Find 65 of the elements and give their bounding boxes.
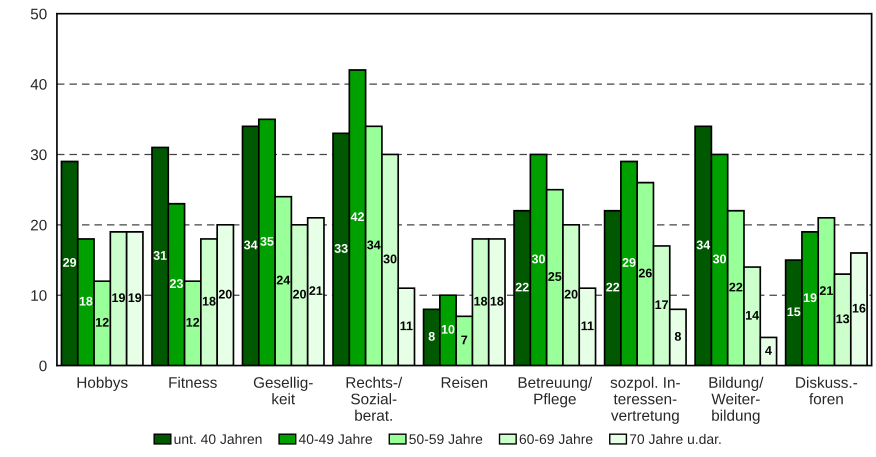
data-label: 11	[582, 322, 594, 330]
y-tick-label: 40	[30, 78, 47, 90]
data-label: 17	[655, 300, 668, 310]
legend-label: 60-69 Jahre	[520, 434, 592, 444]
data-label: 29	[63, 258, 76, 267]
x-tick-label: Hobbys	[78, 376, 128, 391]
y-tick-label: 0	[39, 360, 47, 372]
data-label: 26	[638, 268, 652, 278]
data-label: 14	[746, 310, 760, 320]
data-label: 8	[674, 332, 681, 341]
data-label: 20	[564, 290, 578, 299]
data-label: 30	[532, 254, 545, 264]
x-tick-label: Diskuss.- foren	[796, 376, 858, 404]
x-tick-label: Betreuung/ Pflege	[518, 376, 592, 408]
data-label: 30	[383, 254, 396, 264]
data-label: 22	[729, 282, 742, 292]
data-label: 20	[218, 290, 232, 299]
data-label: 10	[442, 324, 454, 334]
data-label: 19	[112, 293, 125, 302]
y-tick-label: 20	[30, 220, 47, 231]
data-label: 19	[804, 293, 817, 302]
data-label: 13	[836, 314, 850, 324]
legend-label: 40-49 Jahre	[298, 434, 372, 444]
data-label: 21	[309, 286, 322, 295]
y-tick-label: 30	[30, 149, 47, 160]
data-label: 20	[293, 290, 306, 299]
data-label: 15	[788, 307, 800, 316]
data-label: 18	[490, 296, 504, 306]
data-label: 12	[96, 318, 109, 327]
x-tick-label: Rechts-/ Sozial- berat.	[346, 376, 402, 421]
data-label: 22	[516, 282, 529, 292]
data-label: 4	[765, 346, 772, 355]
legend-label: 50-59 Jahre	[409, 434, 482, 444]
data-label: 24	[276, 276, 290, 284]
x-tick-label: sozpol. In- teressen- vertretung	[610, 376, 680, 424]
data-label: 18	[474, 296, 488, 306]
data-label: 42	[350, 212, 364, 222]
legend-label: unt. 40 Jahren	[174, 434, 262, 444]
data-label: 30	[712, 254, 726, 264]
data-label: 18	[202, 296, 216, 306]
data-label: 7	[461, 336, 468, 344]
data-label: 11	[400, 322, 413, 330]
data-label: 34	[696, 240, 710, 250]
x-tick-label: Gesellig- keit	[254, 376, 313, 404]
x-tick-label: Bildung/ Weiter- bildung	[709, 376, 764, 424]
data-label: 8	[428, 332, 435, 341]
y-tick-label: 50	[30, 8, 47, 20]
data-label: 25	[548, 272, 562, 281]
data-label: 18	[80, 296, 92, 306]
data-label: 12	[186, 318, 200, 327]
data-label: 16	[852, 304, 866, 313]
data-label: 22	[606, 282, 620, 292]
data-label: 33	[334, 244, 348, 253]
x-tick-label: Fitness	[169, 376, 217, 388]
data-label: 34	[367, 240, 381, 250]
data-label: 21	[820, 286, 833, 295]
legend-label: 70 Jahre u.dar.	[630, 434, 721, 444]
data-label: 34	[244, 240, 258, 250]
y-tick-label: 10	[31, 290, 47, 301]
data-label: 29	[622, 258, 636, 267]
data-label: 19	[128, 293, 142, 302]
data-label: 35	[260, 236, 274, 246]
data-label: 31	[153, 251, 167, 260]
x-tick-label: Reisen	[442, 376, 488, 388]
data-label: 23	[170, 279, 183, 288]
